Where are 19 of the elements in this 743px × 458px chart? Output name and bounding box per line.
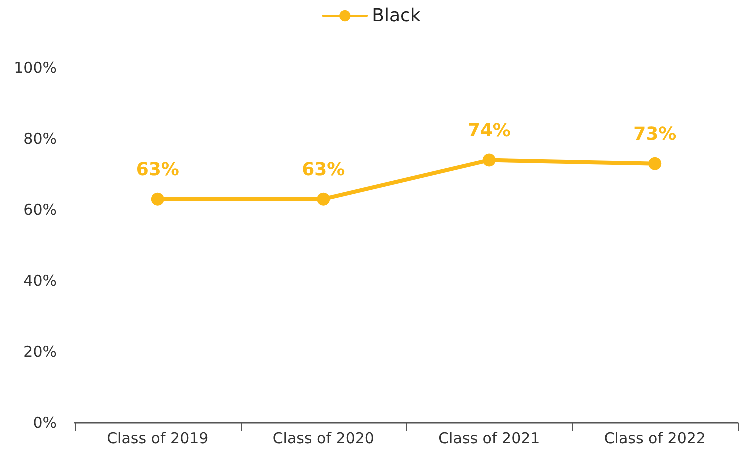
x-tick-label: Class of 2022 bbox=[604, 430, 706, 448]
point bbox=[151, 192, 164, 206]
data-label: 63% bbox=[136, 159, 180, 180]
y-tick-label: 100% bbox=[14, 59, 57, 77]
data-label: 74% bbox=[468, 120, 511, 142]
y-tick-label: 80% bbox=[24, 130, 57, 148]
y-tick-label: 40% bbox=[24, 272, 57, 290]
point bbox=[648, 157, 662, 170]
y-tick-label: 0% bbox=[33, 414, 57, 432]
y-tick-label: 20% bbox=[24, 343, 57, 361]
y-tick-label: 60% bbox=[24, 201, 57, 219]
legend-label: Black bbox=[372, 6, 422, 26]
x-tick-label: Class of 2020 bbox=[272, 430, 374, 448]
data-label: 73% bbox=[634, 124, 677, 145]
x-tick-label: Class of 2019 bbox=[107, 430, 209, 448]
point bbox=[317, 192, 330, 206]
x-tick-label: Class of 2021 bbox=[438, 430, 540, 448]
point bbox=[482, 154, 496, 167]
data-label: 63% bbox=[302, 159, 346, 180]
